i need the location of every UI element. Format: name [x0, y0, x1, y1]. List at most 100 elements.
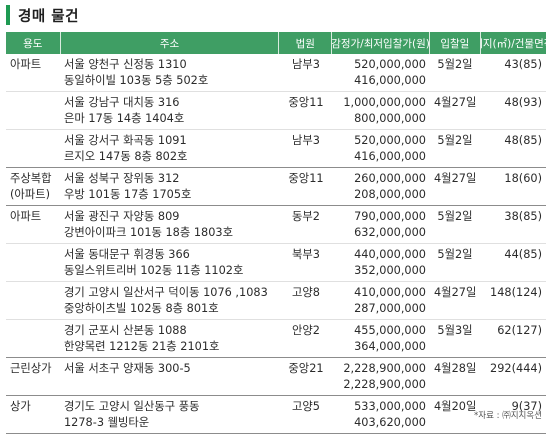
cell-price-line: 416,000,000	[354, 73, 426, 87]
cell-address-line: 서울 광진구 자양동 809	[64, 210, 180, 223]
cell-date: 4월27일	[430, 92, 480, 129]
cell-date: 5월3일	[430, 320, 480, 357]
cell-price: 533,000,000 403,620,000	[332, 396, 430, 433]
cell-court: 중앙21	[280, 358, 332, 395]
cell-price-line: 410,000,000	[354, 286, 426, 299]
cell-area-line: 9(37)	[511, 400, 542, 413]
cell-type-line: 상가	[10, 400, 31, 413]
cell-court-line: 안양2	[292, 324, 320, 337]
header-cell-court: 법원	[278, 32, 331, 54]
cell-date-line: 5월2일	[437, 210, 473, 223]
cell-type	[6, 320, 60, 357]
cell-price-line: 352,000,000	[354, 263, 426, 277]
cell-court: 남부3	[280, 130, 332, 167]
cell-address-line: 서울 강남구 대치동 316	[64, 96, 180, 109]
cell-date: 4월27일	[430, 168, 480, 205]
cell-court-line: 남부3	[292, 58, 320, 71]
cell-price: 790,000,000 632,000,000	[332, 206, 430, 243]
title-accent-bar	[6, 5, 10, 25]
cell-court-line: 중앙21	[288, 362, 324, 375]
cell-address-line: 서울 동대문구 휘경동 366	[64, 248, 190, 261]
cell-type	[6, 282, 60, 319]
cell-price: 2,228,900,000 2,228,900,000	[332, 358, 430, 395]
cell-type	[6, 92, 60, 129]
cell-court-line: 중앙11	[288, 172, 324, 185]
cell-price-line: 790,000,000	[354, 210, 426, 223]
cell-type-line: 근린상가	[10, 362, 52, 375]
cell-price-line: 403,620,000	[354, 415, 426, 429]
cell-type: 상가	[6, 396, 60, 433]
table-row: 경기 군포시 산본동 1088 한양목련 1212동 21층 2101호 안양2 45…	[6, 320, 546, 358]
cell-address-line: 동일스위트리버 102동 11층 1102호	[64, 263, 244, 277]
cell-address-line: 서울 성북구 장위동 312	[64, 172, 180, 185]
cell-area-line: 148(124)	[490, 286, 542, 299]
cell-price-line: 455,000,000	[354, 324, 426, 337]
cell-price-line: 2,228,900,000	[343, 377, 426, 391]
table-header: 용도 주소 법원 감정가/최저입찰가(원) 입찰일 대지(㎡)/건물면적	[6, 32, 546, 54]
header-cell-area: 대지(㎡)/건물면적	[479, 32, 546, 54]
cell-area-line: 48(85)	[504, 134, 542, 147]
cell-address-line: 강변아이파크 101동 18층 1803호	[64, 225, 233, 239]
cell-court: 동부2	[280, 206, 332, 243]
cell-date-line: 5월2일	[437, 134, 473, 147]
cell-area: 62(127)	[480, 320, 546, 357]
cell-date-line: 5월3일	[437, 324, 473, 337]
cell-address-line: 경기 군포시 산본동 1088	[64, 324, 187, 337]
cell-price-line: 800,000,000	[354, 111, 426, 125]
page-title: 경매 물건	[18, 8, 79, 25]
cell-date-line: 5월2일	[437, 248, 473, 261]
cell-type: 근린상가	[6, 358, 60, 395]
table-row: 근린상가 서울 서초구 양재동 300-5 중앙21 2,228,900,000 2,2…	[6, 358, 546, 396]
header-cell-type: 용도	[23, 37, 43, 50]
cell-court: 고양5	[280, 396, 332, 433]
cell-date: 5월2일	[430, 54, 480, 91]
cell-area: 38(85)	[480, 206, 546, 243]
table-row: 주상복합 (아파트) 서울 성북구 장위동 312 우방 101동 17층 1705호…	[6, 168, 546, 206]
cell-type-line: 주상복합	[10, 172, 52, 185]
cell-area-line: 62(127)	[497, 324, 542, 337]
cell-address: 서울 강서구 화곡동 1091 르지오 147동 8층 802호	[60, 130, 280, 167]
cell-price-line: 287,000,000	[354, 301, 426, 315]
cell-price: 520,000,000 416,000,000	[332, 54, 430, 91]
cell-type	[6, 244, 60, 281]
cell-price-line: 364,000,000	[354, 339, 426, 353]
cell-area-line: 44(85)	[504, 248, 542, 261]
cell-address: 서울 서초구 양재동 300-5	[60, 358, 280, 395]
cell-area: 48(93)	[480, 92, 546, 129]
cell-date: 4월20일	[430, 396, 480, 433]
cell-court-line: 중앙11	[288, 96, 324, 109]
cell-court-line: 남부3	[292, 134, 320, 147]
cell-address: 서울 성북구 장위동 312 우방 101동 17층 1705호	[60, 168, 280, 205]
cell-address-line: 중앙하이츠빌 102동 8층 801호	[64, 301, 219, 315]
cell-area: 292(444)	[480, 358, 546, 395]
cell-price-line: 533,000,000	[354, 400, 426, 413]
cell-date-line: 4월27일	[434, 172, 477, 185]
table-row: 서울 강남구 대치동 316 은마 17동 14층 1404호 중앙11 1,000,…	[6, 92, 546, 130]
cell-price: 410,000,000 287,000,000	[332, 282, 430, 319]
cell-address: 서울 동대문구 휘경동 366 동일스위트리버 102동 11층 1102호	[60, 244, 280, 281]
cell-area-line: 292(444)	[490, 362, 542, 375]
cell-court: 고양8	[280, 282, 332, 319]
cell-date-line: 4월27일	[434, 96, 477, 109]
cell-date-line: 4월28일	[434, 362, 477, 375]
cell-date: 4월27일	[430, 282, 480, 319]
cell-price-line: 632,000,000	[354, 225, 426, 239]
cell-date: 5월2일	[430, 130, 480, 167]
cell-address-line: 1278-3 웰빙타운	[64, 415, 150, 429]
table-body: 아파트 서울 양천구 신정동 1310 동일하이빌 103동 5층 502호 남부3 5…	[6, 54, 546, 434]
cell-court: 북부3	[280, 244, 332, 281]
cell-price-line: 520,000,000	[354, 134, 426, 147]
cell-area-line: 48(93)	[504, 96, 542, 109]
cell-address-line: 경기 고양시 일산서구 덕이동 1076 ,1083	[64, 286, 268, 299]
cell-price-line: 520,000,000	[354, 58, 426, 71]
cell-area: 44(85)	[480, 244, 546, 281]
cell-area-line: 18(60)	[504, 172, 542, 185]
cell-court: 중앙11	[280, 168, 332, 205]
cell-court-line: 고양5	[292, 400, 320, 413]
cell-type	[6, 130, 60, 167]
cell-address: 서울 강남구 대치동 316 은마 17동 14층 1404호	[60, 92, 280, 129]
header-cell-date: 입찰일	[429, 32, 480, 54]
cell-address-line: 서울 양천구 신정동 1310	[64, 58, 187, 71]
table-row: 상가 경기도 고양시 일산동구 풍동 1278-3 웰빙타운 고양5 533,000,0…	[6, 396, 546, 434]
cell-address-line: 서울 강서구 화곡동 1091	[64, 134, 187, 147]
